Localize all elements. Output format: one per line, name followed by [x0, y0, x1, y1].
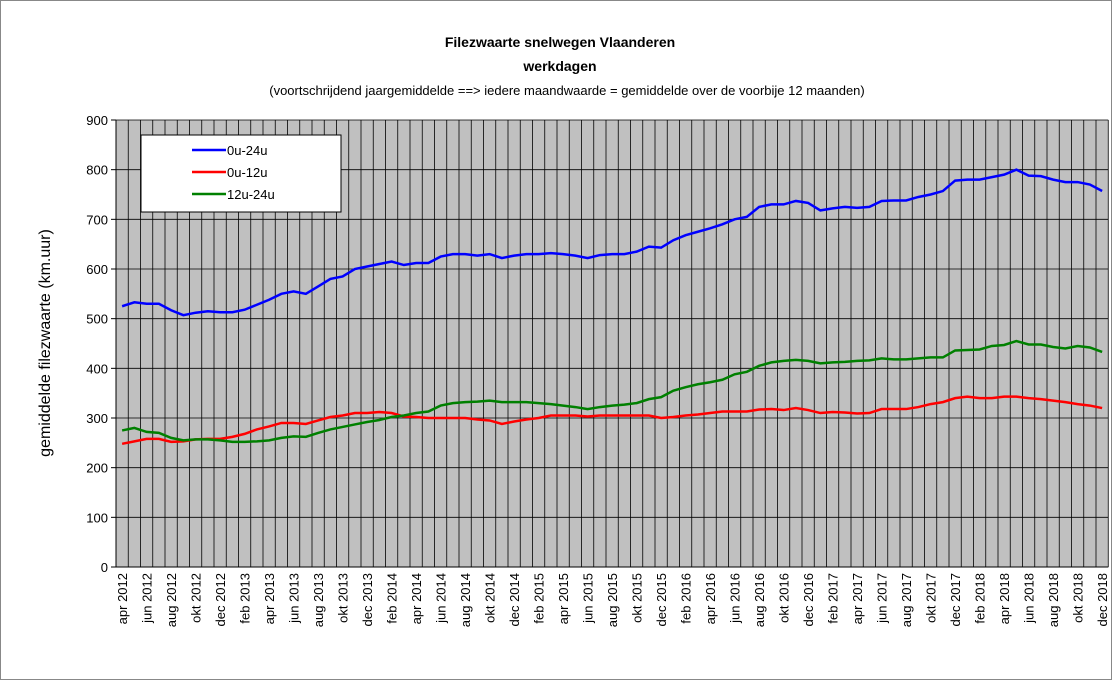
series-line	[121, 395, 1103, 446]
x-tick-label: okt 2013	[336, 573, 351, 623]
x-tick-label: dec 2012	[213, 573, 228, 627]
y-tick-label: 800	[86, 163, 108, 178]
chart-title: Filezwaarte snelwegen Vlaanderen	[445, 34, 675, 50]
x-tick-label: feb 2018	[973, 573, 988, 624]
x-tick-label: okt 2017	[924, 573, 939, 623]
x-tick-label: apr 2013	[262, 573, 277, 624]
x-tick-label: okt 2015	[630, 573, 645, 623]
x-tick-label: dec 2015	[654, 573, 669, 627]
x-tick-label: jun 2015	[581, 573, 596, 624]
x-tick-label: jun 2017	[875, 573, 890, 624]
x-tick-label: apr 2018	[997, 573, 1012, 624]
x-tick-label: aug 2018	[1046, 573, 1061, 627]
x-tick-label: feb 2015	[532, 573, 547, 624]
x-tick-label: jun 2018	[1022, 573, 1037, 624]
y-tick-label: 0	[101, 560, 108, 575]
legend-box	[140, 134, 342, 213]
x-tick-label: okt 2018	[1071, 573, 1086, 623]
x-tick-label: okt 2016	[777, 573, 792, 623]
chart-subtitle: werkdagen	[522, 58, 596, 74]
x-tick-label: feb 2014	[385, 573, 400, 624]
x-tick-label: okt 2012	[189, 573, 204, 623]
y-tick-label: 400	[86, 361, 108, 376]
x-tick-label: feb 2016	[679, 573, 694, 624]
x-tick-label: dec 2013	[360, 573, 375, 627]
x-tick-label: dec 2016	[801, 573, 816, 627]
x-tick-label: apr 2017	[850, 573, 865, 624]
x-tick-label: dec 2014	[507, 573, 522, 627]
x-tick-label: feb 2017	[826, 573, 841, 624]
x-tick-label: jun 2013	[287, 573, 302, 624]
y-tick-label: 600	[86, 262, 108, 277]
legend-label: 0u-12u	[227, 165, 267, 180]
x-tick-label: jun 2016	[728, 573, 743, 624]
x-tick-label: dec 2018	[1095, 573, 1110, 627]
legend-label: 12u-24u	[227, 187, 275, 202]
y-tick-label: 300	[86, 411, 108, 426]
x-tick-label: jun 2014	[434, 573, 449, 624]
x-tick-label: aug 2016	[752, 573, 767, 627]
x-tick-label: aug 2017	[899, 573, 914, 627]
chart-note: (voortschrijdend jaargemiddelde ==> iede…	[269, 83, 865, 98]
x-tick-label: okt 2014	[483, 573, 498, 623]
y-tick-label: 700	[86, 212, 108, 227]
x-tick-label: apr 2012	[115, 573, 130, 624]
legend-label: 0u-24u	[227, 143, 267, 158]
y-tick-label: 900	[86, 113, 108, 128]
x-tick-label: jun 2012	[140, 573, 155, 624]
y-tick-label: 100	[86, 510, 108, 525]
series-line	[121, 339, 1103, 444]
x-tick-label: aug 2012	[164, 573, 179, 627]
x-tick-label: apr 2015	[556, 573, 571, 624]
x-tick-label: aug 2014	[458, 573, 473, 627]
y-axis-label: gemiddelde filezwaarte (km.uur)	[37, 229, 54, 457]
x-tick-label: aug 2015	[605, 573, 620, 627]
y-tick-label: 200	[86, 461, 108, 476]
x-tick-label: apr 2016	[703, 573, 718, 624]
x-tick-label: dec 2017	[948, 573, 963, 627]
x-tick-label: feb 2013	[238, 573, 253, 624]
x-tick-label: aug 2013	[311, 573, 326, 627]
y-tick-label: 500	[86, 312, 108, 327]
x-tick-label: apr 2014	[409, 573, 424, 624]
series-line	[121, 168, 1103, 317]
